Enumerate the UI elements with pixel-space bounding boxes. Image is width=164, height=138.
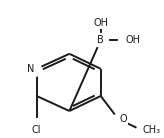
Text: B: B [97, 35, 104, 45]
Text: OH: OH [125, 35, 140, 45]
Text: Cl: Cl [32, 125, 41, 135]
Text: OH: OH [93, 18, 108, 28]
Text: O: O [120, 114, 127, 124]
Text: N: N [27, 64, 34, 74]
Text: CH₃: CH₃ [143, 125, 161, 135]
